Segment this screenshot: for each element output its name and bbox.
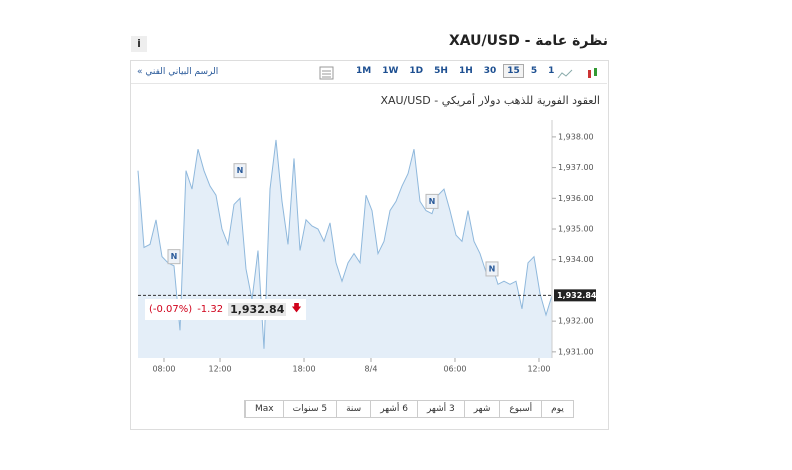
interval-button[interactable]: 1M (356, 66, 372, 76)
x-tick-label: 18:00 (292, 365, 315, 374)
y-tick-label: 1,937.00 (558, 163, 594, 172)
y-tick-label: 1,934.00 (558, 255, 594, 264)
news-marker (425, 193, 439, 209)
interval-button[interactable]: 5 (530, 66, 538, 76)
interval-button[interactable]: 1 (548, 66, 555, 76)
news-marker-label: N (489, 264, 496, 273)
interval-button[interactable]: 5H (434, 66, 448, 76)
x-tick-label: 12:00 (527, 365, 550, 374)
change-box: (-0.07%) -1.32 1,932.84 🡇 (145, 299, 306, 320)
news-marker-label: N (171, 252, 178, 261)
range-button[interactable]: 6 أشهر (370, 401, 417, 417)
range-button[interactable]: أسبوع (499, 401, 541, 417)
last-price-tag (554, 289, 596, 302)
range-button[interactable]: Max (245, 401, 283, 417)
change: -1.32 (197, 304, 224, 315)
last-price-label: 1,932.84 (557, 291, 597, 300)
x-tick-label: 12:00 (208, 365, 231, 374)
technical-chart-link[interactable]: الرسم البياني الفني » (137, 67, 219, 77)
line-chart-icon[interactable] (557, 69, 573, 79)
toolbar-icons (319, 66, 597, 80)
interval-button[interactable]: 1D (409, 66, 424, 76)
y-tick-label: 1,938.00 (558, 132, 594, 141)
range-buttons: يوم أسبوع شهر 3 أشهر 6 أشهر سنة 5 سنوات Max (244, 400, 574, 418)
chart-title: العقود الفورية للذهب دولار أمريكي - XAU/… (380, 94, 600, 107)
y-tick-label: 1,935.00 (558, 225, 594, 234)
x-tick-label: 06:00 (443, 365, 466, 374)
last-price: 1,932.84 (228, 303, 287, 316)
x-tick-label: 8/4 (365, 365, 378, 374)
interval-button[interactable]: 1W (382, 66, 399, 76)
range-button[interactable]: 3 أشهر (416, 401, 464, 417)
y-tick-label: 1,936.00 (558, 194, 594, 203)
candle-icon[interactable] (588, 70, 591, 78)
y-tick-label: 1,932.00 (558, 317, 594, 326)
news-marker-label: N (429, 197, 436, 206)
interval-buttons: 1M 1W 1D 5H 1H 30 15 5 1 (352, 64, 558, 78)
range-button[interactable]: سنة (336, 401, 370, 417)
line (137, 139, 553, 349)
table-icon[interactable] (319, 66, 334, 80)
range-button[interactable]: شهر (463, 401, 500, 417)
info-button[interactable]: i (131, 36, 147, 52)
news-marker (233, 163, 247, 179)
y-tick-label: 1,931.00 (558, 347, 594, 356)
interval-button[interactable]: 15 (503, 64, 524, 78)
widget-title: نظرة عامة - XAU/USD (448, 33, 608, 49)
change-percent: (-0.07%) (149, 304, 193, 315)
x-tick-label: 08:00 (152, 365, 175, 374)
interval-button[interactable]: 1H (458, 66, 473, 76)
interval-button[interactable]: 30 (483, 66, 497, 76)
range-button[interactable]: يوم (541, 401, 573, 417)
news-marker (167, 249, 181, 265)
candle-icon (594, 68, 597, 76)
news-marker (485, 261, 499, 277)
news-marker-label: N (237, 166, 244, 175)
toolbar (131, 63, 607, 84)
range-button[interactable]: 5 سنوات (282, 401, 336, 417)
down-arrow: 🡇 (291, 303, 302, 314)
widget-frame (130, 60, 609, 430)
